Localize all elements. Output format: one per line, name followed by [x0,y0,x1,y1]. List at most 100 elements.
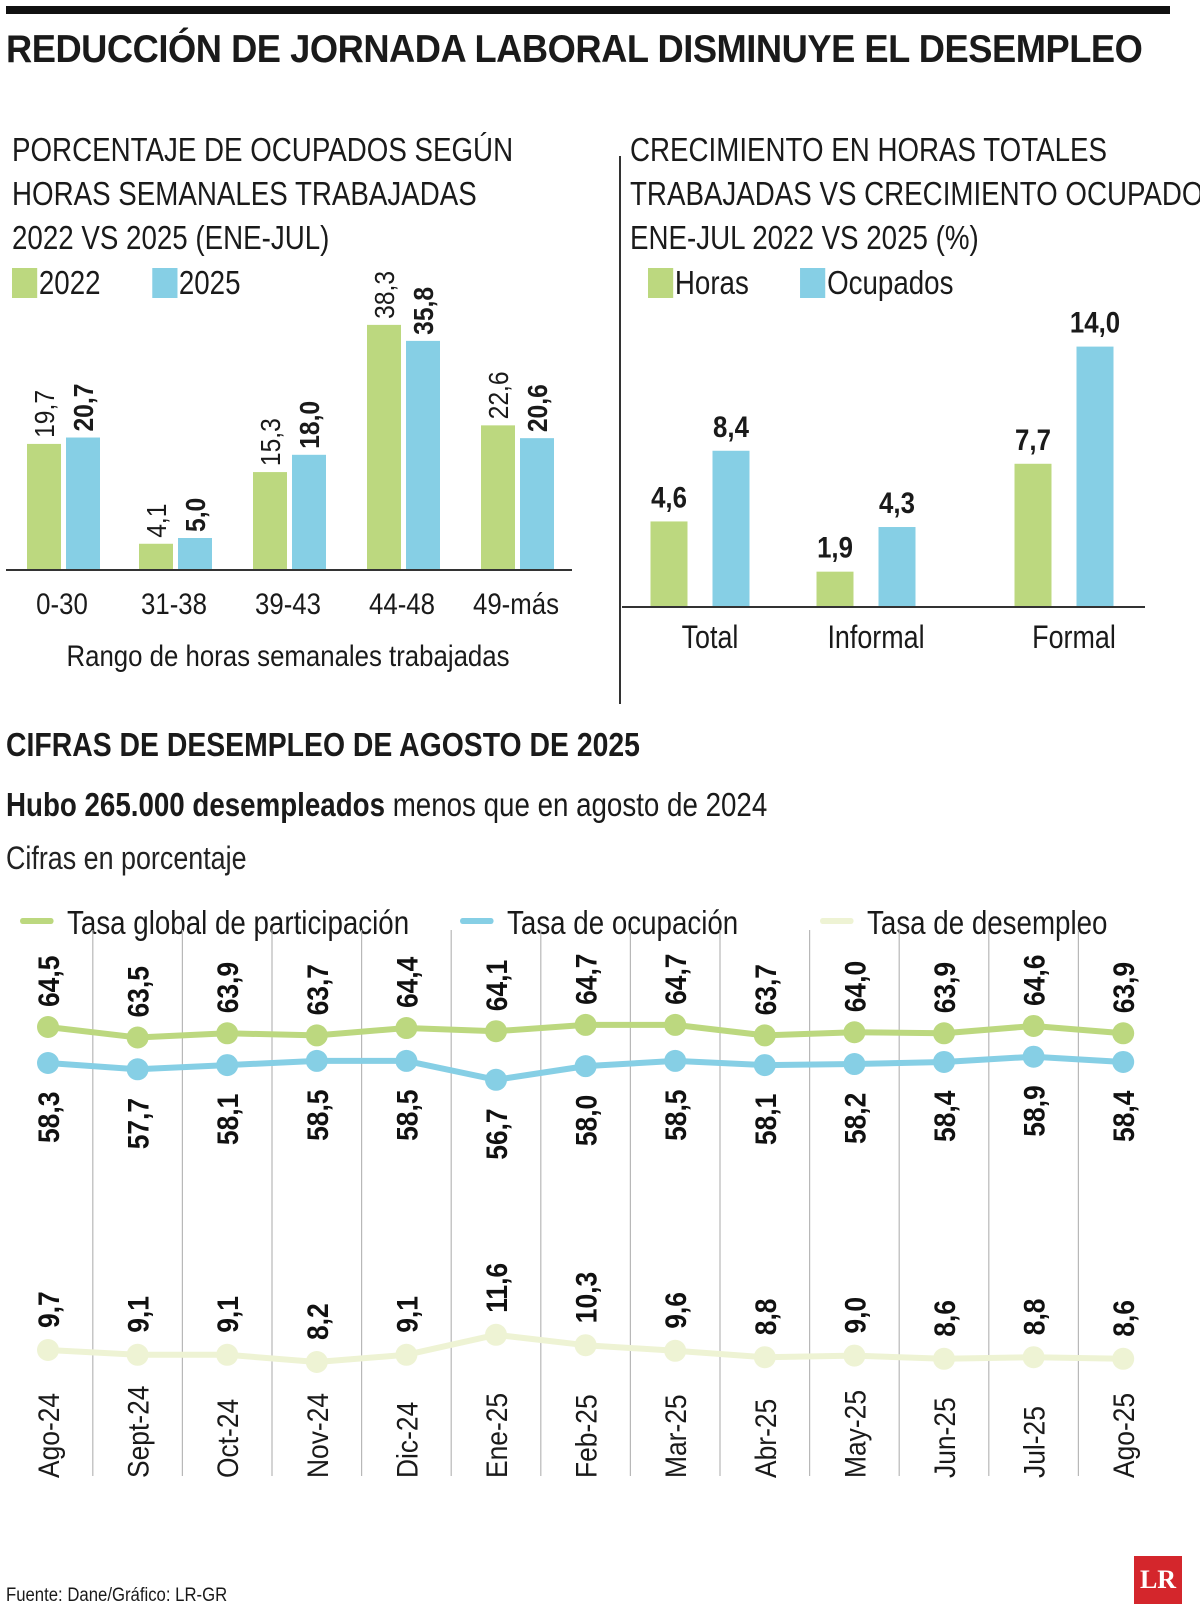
data-point [126,1026,149,1049]
bar-2022-0-30 [27,443,61,570]
data-label: 64,0 [838,961,872,1012]
data-point [843,1344,866,1367]
bar-2025-39-43 [292,454,326,570]
bar-2022-31-38 [139,543,173,570]
data-point [305,1024,328,1047]
bar-Horas-Informal [816,571,854,607]
data-point [933,1022,955,1045]
x-tick-label: Total [682,620,739,656]
data-point [664,1049,687,1072]
data-point [485,1020,507,1043]
data-point [305,1049,328,1072]
bar-value-label: 20,7 [68,384,100,432]
source-note: Fuente: Dane/Gráfico: LR-GR [6,1585,228,1606]
data-label: 58,4 [927,1090,961,1142]
data-label: 63,5 [121,966,155,1017]
data-point [395,1017,418,1040]
bar-value-label: 18,0 [294,401,326,449]
data-label: 58,5 [390,1090,424,1141]
legend-item-horas: Horas [648,264,749,302]
data-point [305,1351,328,1373]
legend-item-ocupados: Ocupados [800,264,953,302]
data-point [843,1053,866,1076]
legend-line [460,918,494,924]
bar-Horas-Formal [1014,463,1052,607]
legend-swatch [151,268,178,298]
units-note: Cifras en porcentaje [6,840,247,876]
bar-value-label: 4,3 [879,486,915,519]
legend-swatch [648,268,674,298]
data-label: 58,3 [31,1092,65,1143]
chart2-title-line: CRECIMIENTO EN HORAS TOTALES [630,131,1107,168]
data-point [1112,1022,1135,1045]
chart2-title: CRECIMIENTO EN HORAS TOTALES TRABAJADAS … [630,128,1200,260]
data-point [216,1054,239,1077]
x-tick-label: Ago-24 [31,1393,65,1478]
bar-value-label: 4,6 [651,481,687,514]
legend-label: Tasa global de participación [67,904,410,941]
bar-Horas-Total [650,521,688,607]
x-tick-label: May-25 [838,1390,872,1478]
bar-2022-49-más [481,425,515,570]
data-label: 58,2 [838,1093,872,1144]
lr-logo: LR [1134,1556,1182,1604]
x-tick-label: Mar-25 [659,1394,693,1478]
data-point [574,1334,597,1357]
data-label: 9,6 [659,1292,693,1329]
bar-2025-0-30 [66,437,100,570]
main-title: REDUCCIÓN DE JORNADA LABORAL DISMINUYE E… [6,28,1143,71]
x-tick-label: 31-38 [141,587,207,620]
section3-headline: Hubo 265.000 desempleados menos que en a… [6,786,767,824]
bar-2025-49-más [520,438,554,570]
section3-title: CIFRAS DE DESEMPLEO DE AGOSTO DE 2025 [6,726,640,763]
data-label: 58,1 [748,1094,782,1145]
data-label: 9,1 [121,1296,155,1333]
data-point [37,1052,59,1074]
data-point [37,1016,59,1038]
x-tick-label: Nov-24 [300,1393,334,1478]
bar-Ocupados-Total [712,450,750,607]
x-tick-label: Sept-24 [121,1386,155,1478]
data-point [933,1347,955,1370]
x-tick-label: Dic-24 [390,1402,424,1478]
data-point [216,1343,239,1366]
data-point [126,1343,149,1366]
data-point [37,1339,59,1361]
legend-item-ocupacion: Tasa de ocupación [460,904,738,942]
chart2-title-line: ENE-JUL 2022 VS 2025 (%) [630,219,979,256]
data-label: 63,9 [927,962,961,1013]
data-point [395,1049,418,1072]
legend-label: 2025 [178,264,241,301]
data-point [664,1339,687,1362]
bar-2022-39-43 [253,472,287,570]
data-point [753,1346,776,1369]
data-label: 9,0 [838,1297,872,1334]
data-label: 56,7 [479,1108,513,1159]
data-label: 64,7 [569,954,603,1005]
data-point [1112,1347,1135,1370]
x-tick-label: Ago-25 [1107,1393,1141,1478]
x-tick-label: 39-43 [255,587,321,620]
legend-label: Horas [674,264,749,301]
x-tick-label: Ene-25 [479,1393,513,1478]
bar-value-label: 5,0 [180,498,212,532]
bar-Ocupados-Informal [878,527,916,607]
data-label: 64,4 [390,956,424,1008]
data-label: 9,1 [390,1296,424,1333]
data-label: 58,0 [569,1095,603,1146]
section-divider [619,156,621,704]
data-point [1022,1014,1045,1037]
data-label: 64,6 [1017,955,1051,1006]
data-point [574,1055,597,1078]
data-point [216,1022,239,1045]
legend-line [820,918,854,924]
legend-label: 2022 [38,264,101,301]
data-label: 63,7 [748,964,782,1015]
legend-line [20,918,54,924]
data-label: 57,7 [121,1098,155,1149]
chart1-legend: 2022 2025 [12,264,284,302]
legend-label: Tasa de ocupación [507,904,739,941]
x-axis-title: Rango de horas semanales trabajadas [66,639,509,672]
x-tick-label: Formal [1032,620,1116,656]
chart2-legend: Horas Ocupados [648,264,997,302]
